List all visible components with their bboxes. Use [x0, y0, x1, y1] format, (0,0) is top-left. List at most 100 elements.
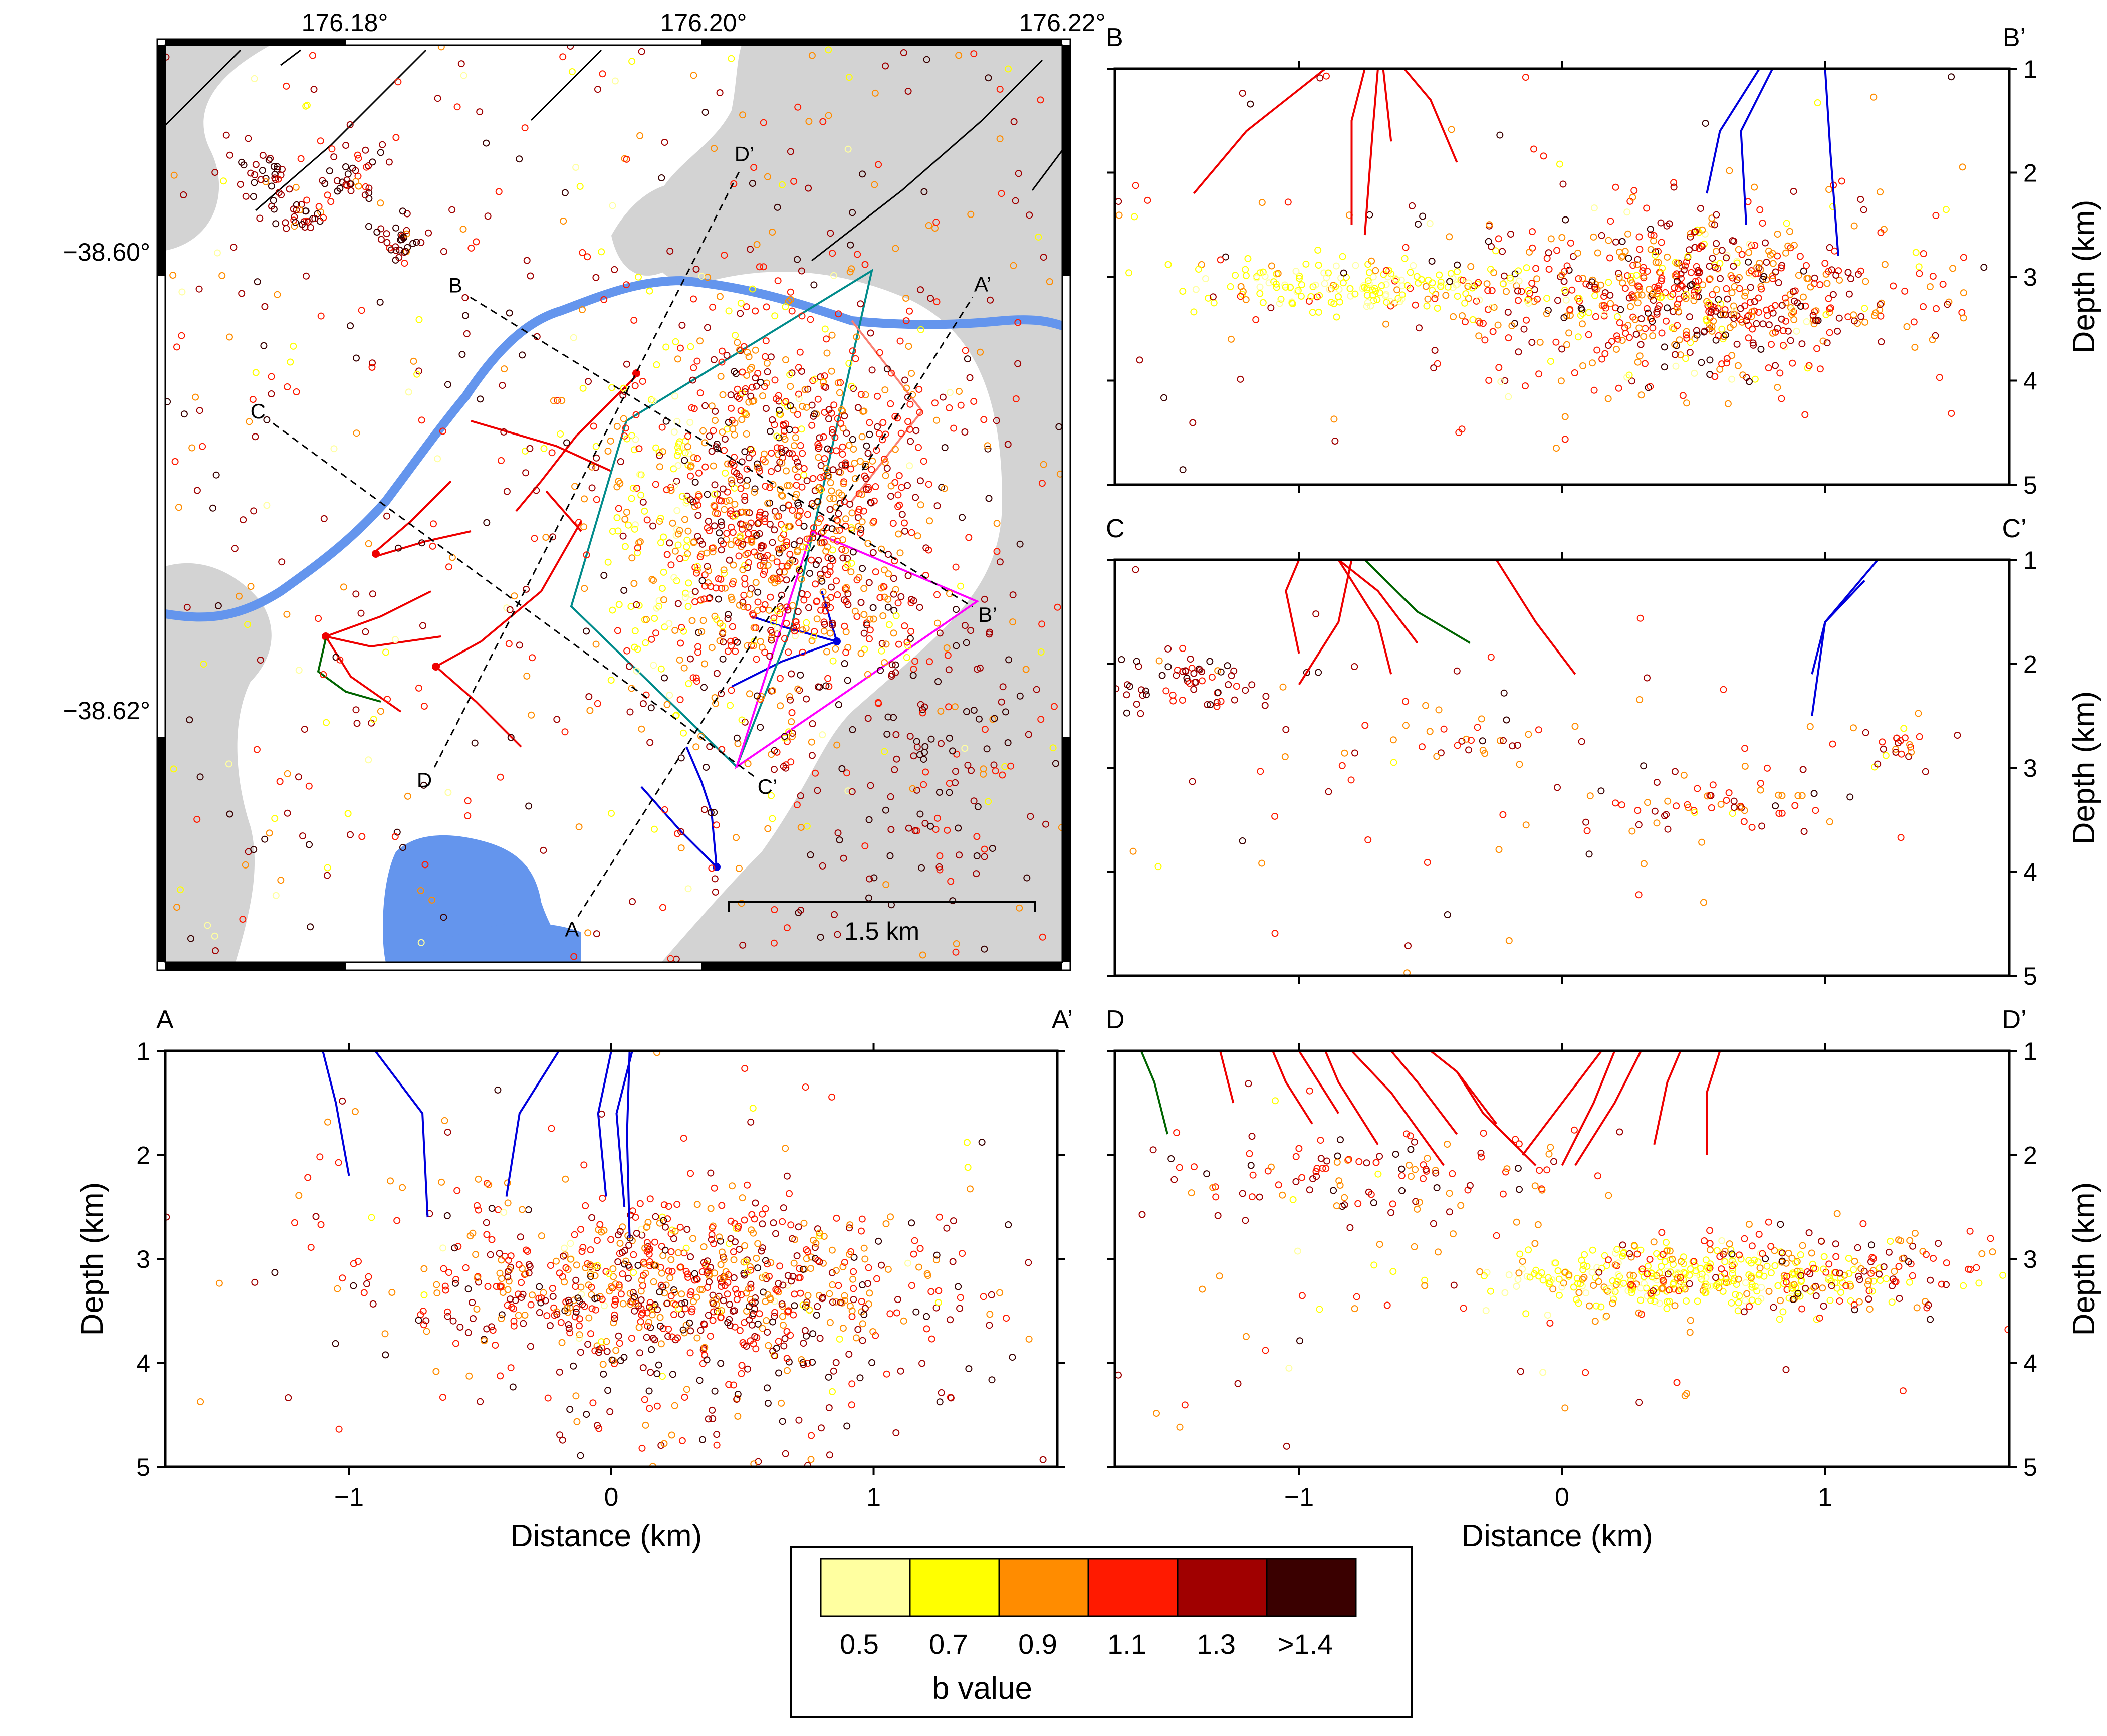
seismic-event [804, 1462, 811, 1467]
seismic-event [776, 568, 783, 576]
seismic-event [1523, 316, 1530, 324]
seismic-event [1640, 264, 1647, 271]
seismic-event [504, 1273, 512, 1281]
seismic-event [271, 815, 279, 822]
seismic-event [1495, 846, 1503, 853]
seismic-event [1772, 802, 1779, 810]
seismic-event [377, 149, 384, 156]
seismic-event [791, 466, 799, 473]
seismic-event [1777, 1248, 1785, 1256]
seismic-event [1561, 413, 1569, 420]
seismic-event [512, 1296, 519, 1304]
seismic-event [741, 1065, 749, 1072]
seismic-event [660, 1440, 668, 1447]
seismic-event [1558, 1283, 1566, 1291]
seismic-event [665, 620, 673, 627]
seismic-event [1588, 278, 1596, 286]
seismic-event [1686, 1280, 1693, 1287]
seismic-event [819, 731, 826, 739]
seismic-event [857, 529, 864, 537]
seismic-event [1910, 318, 1918, 326]
seismic-event [1633, 1250, 1641, 1258]
seismic-event [1296, 1337, 1303, 1345]
seismic-event [693, 1293, 700, 1301]
seismic-event [1123, 691, 1130, 699]
seismic-event [353, 720, 361, 727]
seismic-event [483, 519, 491, 526]
seismic-event [813, 598, 820, 605]
seismic-event [1319, 1165, 1326, 1172]
seismic-event [1750, 341, 1757, 349]
seismic-event [616, 1228, 624, 1235]
seismic-event [211, 169, 219, 176]
seismic-event [685, 680, 692, 687]
seismic-event [667, 1248, 675, 1255]
seismic-event [827, 230, 834, 237]
y-tick-label: 1 [2023, 55, 2037, 83]
seismic-event [733, 370, 740, 377]
seismic-event [830, 1367, 837, 1375]
seismic-event [1661, 363, 1668, 371]
seismic-event [1734, 362, 1742, 369]
seismic-event [1781, 343, 1789, 351]
seismic-event [524, 1248, 531, 1255]
seismic-event [721, 436, 729, 443]
seismic-event [1325, 269, 1332, 277]
seismic-event [379, 141, 386, 148]
seismic-event [956, 851, 963, 859]
seismic-event [642, 639, 649, 646]
seismic-event [1877, 301, 1884, 308]
seismic-event [1496, 131, 1504, 139]
seismic-event [609, 1265, 617, 1272]
seismic-event [1370, 1199, 1377, 1206]
seismic-event [1772, 268, 1779, 276]
seismic-event [1673, 802, 1680, 810]
seismic-event [1657, 219, 1665, 227]
seismic-event [1854, 1244, 1861, 1251]
seismic-event [1706, 1227, 1714, 1234]
seismic-event [320, 214, 327, 222]
seismic-event [829, 1298, 836, 1306]
seismic-event [823, 335, 830, 343]
seismic-event [1679, 392, 1687, 399]
seismic-event [1745, 258, 1752, 266]
seismic-event [1827, 1277, 1835, 1285]
seismic-event [817, 539, 824, 547]
seismic-event [732, 647, 739, 655]
seismic-event [1800, 293, 1807, 301]
seismic-event [720, 1297, 727, 1305]
seismic-event [1663, 811, 1670, 818]
seismic-event [1432, 291, 1440, 298]
seismic-event [1242, 687, 1249, 694]
seismic-event [1876, 1270, 1883, 1278]
seismic-event [498, 457, 505, 464]
seismic-event [826, 1451, 833, 1459]
seismic-event [684, 432, 691, 440]
seismic-event [1545, 1280, 1553, 1287]
seismic-event [741, 448, 749, 456]
seismic-event [627, 1300, 634, 1308]
seismic-event [789, 507, 796, 514]
seismic-event [1709, 255, 1716, 262]
seismic-event [282, 219, 289, 227]
seismic-event [756, 513, 763, 521]
seismic-event [739, 566, 747, 573]
seismic-event [617, 1290, 625, 1298]
seismic-event [1745, 1271, 1753, 1278]
seismic-event [611, 266, 618, 273]
seismic-event [963, 1139, 971, 1146]
seismic-event [843, 598, 850, 605]
seismic-event [1525, 1246, 1532, 1254]
seismic-event [1828, 266, 1835, 274]
seismic-event [1513, 1218, 1520, 1226]
seismic-event [834, 517, 842, 525]
seismic-event [872, 483, 879, 490]
seismic-event [704, 1257, 711, 1265]
seismic-event [595, 1349, 602, 1356]
seismic-event [1802, 1284, 1809, 1292]
seismic-event [428, 896, 436, 904]
y-axis-title: Depth (km) [2067, 200, 2101, 354]
seismic-event [251, 1278, 259, 1286]
seismic-event [1691, 809, 1698, 816]
